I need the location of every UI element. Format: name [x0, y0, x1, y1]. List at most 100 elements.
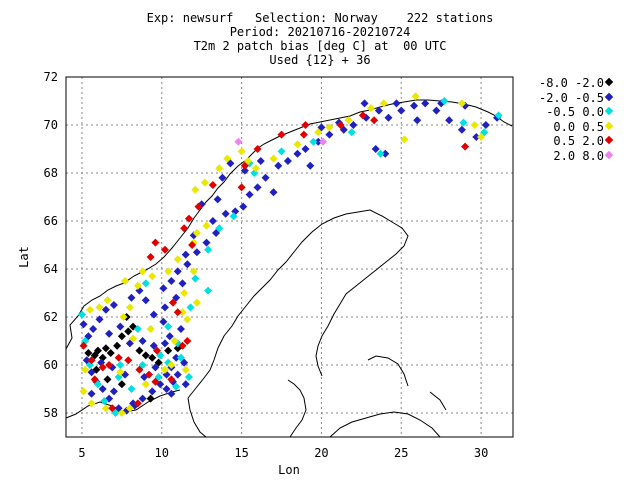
station-point [349, 121, 358, 129]
station-point [116, 368, 125, 377]
x-tick-label: 5 [78, 446, 85, 460]
x-tick-label: 10 [155, 446, 169, 460]
x-tick-label: 15 [234, 446, 248, 460]
station-point [202, 238, 211, 247]
station-point [151, 238, 160, 247]
station-point [116, 361, 125, 369]
station-point [293, 140, 302, 149]
x-tick-label: 25 [394, 446, 408, 460]
station-point [293, 149, 302, 158]
station-point [301, 121, 310, 129]
station-point [173, 308, 182, 317]
station-point [371, 145, 380, 153]
station-point [81, 365, 90, 374]
station-point [251, 164, 260, 173]
station-point [229, 212, 238, 221]
station-point [325, 123, 334, 132]
station-point [113, 341, 122, 350]
station-point [202, 221, 211, 230]
station-point [160, 303, 169, 312]
legend-item: -8.0 -2.0 [520, 76, 614, 91]
station-point [148, 387, 157, 396]
legend-label: 0.0 0.5 [553, 119, 604, 134]
station-point [432, 106, 441, 115]
station-point [336, 121, 345, 129]
legend-label: 0.5 2.0 [553, 134, 604, 148]
legend-item: -2.0 -0.5 [520, 91, 614, 106]
station-point [245, 190, 254, 199]
station-point [101, 344, 110, 353]
station-point [127, 293, 136, 302]
station-point [181, 365, 190, 374]
station-point [159, 317, 168, 326]
station-point [237, 183, 246, 192]
station-point [119, 313, 128, 321]
station-point [141, 380, 150, 389]
station-point [347, 128, 356, 137]
station-point [87, 368, 96, 377]
legend-label: -0.5 0.0 [546, 105, 604, 119]
station-point [152, 346, 161, 355]
station-point [180, 224, 189, 233]
legend-item: 0.0 0.5 [520, 119, 614, 135]
scandinavia-coastline [65, 99, 513, 350]
station-point [400, 135, 409, 144]
legend-label: -8.0 -2.0 [538, 76, 604, 90]
station-point [79, 387, 88, 396]
station-point [283, 157, 292, 165]
station-point [135, 365, 144, 374]
station-point [100, 397, 109, 405]
station-point [299, 130, 308, 139]
station-point [148, 272, 157, 281]
station-point [421, 99, 430, 108]
station-point [256, 157, 265, 165]
norway-east-border [187, 209, 409, 399]
station-point [470, 121, 479, 129]
chart-title: Exp: newsurf Selection: Norway 222 stati… [146, 11, 494, 25]
station-point [223, 154, 232, 163]
station-point [167, 389, 176, 398]
station-point [79, 341, 88, 350]
station-point [173, 370, 182, 379]
station-point [149, 310, 158, 319]
station-point [218, 173, 227, 182]
station-point [459, 118, 468, 127]
station-point [208, 217, 217, 225]
station-point [146, 325, 155, 333]
station-point [309, 137, 318, 146]
series-group [84, 313, 182, 403]
station-point [84, 349, 93, 357]
station-point [301, 145, 310, 153]
station-point [269, 154, 278, 163]
y-tick-label: 62 [44, 310, 58, 324]
station-point [103, 375, 112, 384]
station-point [87, 356, 96, 365]
station-point [172, 353, 181, 362]
station-point [397, 106, 406, 115]
station-point [445, 116, 454, 125]
station-point [168, 298, 177, 307]
station-point [105, 361, 114, 369]
station-point [180, 289, 189, 297]
x-tick-label: 30 [474, 446, 488, 460]
station-point [167, 277, 176, 285]
station-point [215, 164, 224, 173]
station-point [213, 195, 222, 204]
station-point [173, 267, 182, 276]
station-point [413, 116, 422, 125]
station-point [191, 274, 200, 283]
station-point [106, 349, 115, 357]
coastline [65, 99, 513, 438]
station-point [358, 111, 367, 120]
station-point [376, 149, 385, 158]
station-point [90, 375, 99, 384]
station-point [277, 130, 286, 139]
station-point [440, 97, 449, 105]
station-point [176, 353, 185, 362]
station-point [306, 161, 315, 170]
station-point [269, 188, 278, 197]
station-point [472, 133, 481, 141]
y-tick-label: 64 [44, 262, 58, 276]
station-point [172, 382, 181, 391]
